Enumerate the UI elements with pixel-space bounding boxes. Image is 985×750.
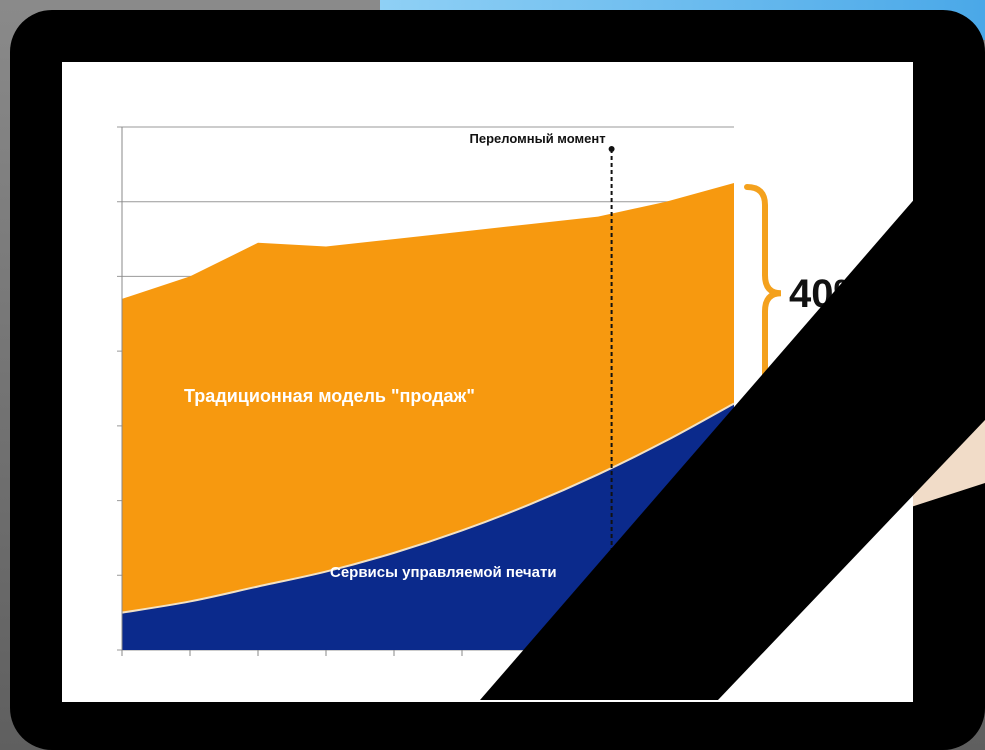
mps-label: Сервисы управляемой печати xyxy=(330,564,557,581)
series-mps-edge xyxy=(121,402,735,614)
traditional-model-label: Традиционная модель "продаж" xyxy=(184,386,475,406)
turning-point-dot xyxy=(608,146,615,152)
turning-point-label: Переломный момент xyxy=(470,131,606,146)
area-chart: Переломный момент Традиционная модель "п… xyxy=(117,126,869,656)
